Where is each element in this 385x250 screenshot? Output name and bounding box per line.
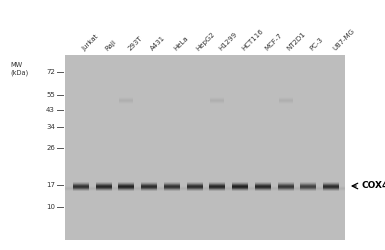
Text: H1299: H1299 [218, 32, 238, 52]
Text: COX4: COX4 [361, 182, 385, 190]
Text: 55: 55 [46, 92, 55, 98]
Text: HeLa: HeLa [172, 35, 189, 52]
Text: NT2D1: NT2D1 [286, 31, 307, 52]
Text: Jurkat: Jurkat [81, 33, 100, 52]
Text: 10: 10 [46, 204, 55, 210]
Text: HCT116: HCT116 [241, 28, 264, 52]
Text: Raji: Raji [104, 39, 117, 52]
Text: 34: 34 [46, 124, 55, 130]
Text: 26: 26 [46, 145, 55, 151]
Text: 43: 43 [46, 107, 55, 113]
Text: 293T: 293T [127, 35, 144, 52]
Text: HepG2: HepG2 [195, 31, 216, 52]
Bar [65, 55, 345, 240]
Text: MW
(kDa): MW (kDa) [10, 62, 28, 76]
Text: MCF-7: MCF-7 [263, 32, 283, 52]
Text: 17: 17 [46, 182, 55, 188]
Text: 72: 72 [46, 69, 55, 75]
Text: PC-3: PC-3 [309, 36, 324, 52]
Text: U87-MG: U87-MG [331, 28, 356, 52]
Text: A431: A431 [150, 35, 167, 52]
